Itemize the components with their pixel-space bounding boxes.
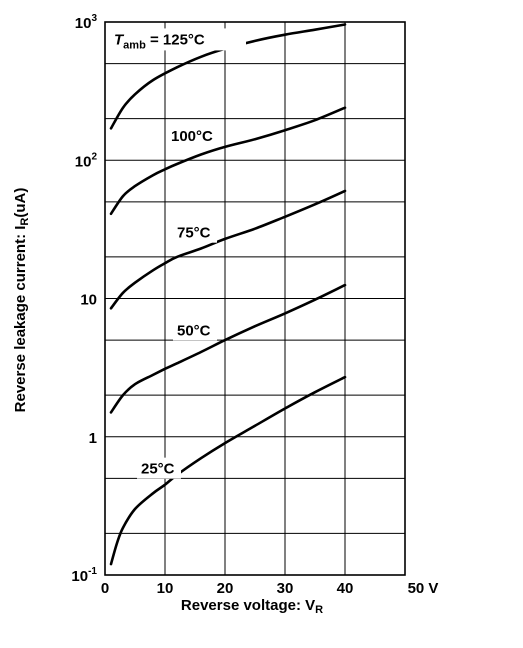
series-label-75c: 75°C: [177, 225, 211, 242]
series-line-125c: [109, 23, 347, 130]
grid-layer: [105, 22, 405, 575]
series-label-25c: 25°C: [141, 461, 175, 478]
label-background: [110, 28, 246, 51]
series-label-50c: 50°C: [177, 322, 211, 339]
series-line-75c: [109, 189, 347, 310]
y-tick-labels: 10-1 1 10 102 103: [71, 13, 97, 585]
label-background: [173, 221, 217, 243]
series-line-50c: [109, 283, 347, 414]
label-background: [173, 319, 217, 341]
label-background: [137, 457, 181, 479]
series-line-100c: [109, 106, 347, 216]
x-tick-label: 40: [337, 580, 354, 597]
y-tick-label: 103: [75, 13, 98, 32]
series-label-100c: 100°C: [171, 128, 213, 145]
y-axis-title: Reverse leakage current: IR(uA): [12, 188, 31, 413]
x-tick-labels: 0 10 20 30 40 50 V: [101, 580, 439, 597]
y-tick-label: 10: [80, 292, 97, 309]
x-tick-label: 50 V: [408, 580, 439, 597]
x-axis-title: Reverse voltage: VR: [181, 597, 323, 616]
plot-frame: [104, 21, 406, 576]
x-tick-label: 10: [157, 580, 174, 597]
label-background: [167, 125, 220, 147]
y-tick-label: 10-1: [71, 566, 97, 585]
x-tick-label: 20: [217, 580, 234, 597]
x-tick-label: 30: [277, 580, 294, 597]
y-tick-label: 102: [75, 151, 98, 170]
y-tick-label: 1: [89, 430, 97, 447]
series-layer: Tamb = 125°C 100°C 75°C 50°C 25°C: [109, 23, 347, 566]
x-tick-label: 0: [101, 580, 109, 597]
series-label-125c: Tamb = 125°C: [114, 31, 205, 51]
